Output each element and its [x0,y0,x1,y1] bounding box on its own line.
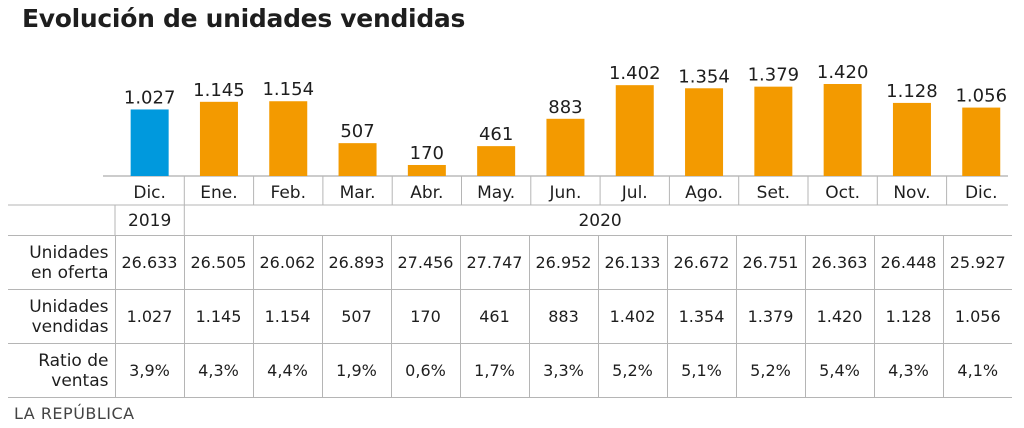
table-cell: 25.927 [942,235,1012,290]
table-cell: 5,2% [735,343,806,398]
bar-value-label: 1.056 [955,86,1007,107]
bar [962,107,1001,176]
bar [546,118,585,176]
table-cell: 1,7% [459,343,530,398]
table-cell: 1,9% [321,343,392,398]
table-cell: 5,1% [666,343,737,398]
bar-value-label: 883 [548,97,582,118]
table-cell: 26.505 [183,235,254,290]
table-cell: 1.145 [183,289,254,344]
table-cell: 461 [459,289,530,344]
table-cell: 1.420 [804,289,875,344]
table-cell: 1.379 [735,289,806,344]
bar-value-label: 507 [340,121,374,142]
bar-value-label: 1.027 [124,87,176,108]
table-cell: 26.448 [873,235,944,290]
table-cell: 26.751 [735,235,806,290]
month-tick-label: Dic. [133,183,166,203]
row-unidades-vendidas: Unidades vendidas 1.027 1.145 1.154 507 170 461… [8,289,1012,344]
bar [615,85,654,176]
month-tick-label: Abr. [410,183,443,203]
table-cell: 3,3% [528,343,599,398]
table-cell: 883 [528,289,599,344]
table-cell: 1.154 [252,289,323,344]
bar-value-label: 1.379 [748,65,800,86]
bar-value-label: 1.154 [262,79,314,100]
bar [130,109,169,176]
row-header-line: Unidades [29,296,109,317]
table-cell: 26.633 [114,235,185,290]
table-cell: 1.354 [666,289,737,344]
year-label: 2020 [578,211,621,231]
bar-value-label: 1.128 [886,81,938,102]
table-cell: 170 [390,289,461,344]
table-cell: 27.747 [459,235,530,290]
row-header-line: Ratio de [38,350,109,371]
row-header: Unidades vendidas [8,289,116,344]
data-table: Unidades en oferta 26.633 26.505 26.062 26.89… [8,235,1012,398]
bar-value-label: 461 [479,124,513,145]
row-unidades-en-oferta: Unidades en oferta 26.633 26.505 26.062 26.89… [8,235,1012,290]
table-cell: 4,1% [942,343,1012,398]
table-cell: 4,4% [252,343,323,398]
bar-value-label: 1.420 [817,62,869,83]
table-cell: 1.056 [942,289,1012,344]
row-header-line: vendidas [31,316,109,337]
bar-chart: 1.027 Dic. 1.145 Ene. 1.154 Feb. 507 Mar. 170 Abr… [8,62,1008,236]
bar [338,143,377,176]
table-cell: 26.062 [252,235,323,290]
row-ratio-de-ventas: Ratio de ventas 3,9% 4,3% 4,4% 1,9% 0,6% 1,7% 3,… [8,343,1012,398]
chart-title: Evolución de unidades vendidas [22,4,466,33]
month-tick-label: Dic. [965,183,998,203]
row-header: Unidades en oferta [8,235,116,290]
row-header-line: en oferta [30,262,109,283]
table-cell: 3,9% [114,343,185,398]
table-cell: 0,6% [390,343,461,398]
month-tick-label: Jun. [548,183,581,203]
table-cell: 26.672 [666,235,737,290]
bar-value-label: 1.402 [609,63,661,84]
bar-value-label: 1.145 [193,80,245,101]
bar [685,88,724,176]
bar [269,101,308,176]
bar-value-label: 170 [410,143,444,164]
row-header-line: ventas [51,370,109,391]
table-cell: 5,2% [597,343,668,398]
bar [892,102,931,176]
table-cell: 4,3% [183,343,254,398]
month-tick-label: Set. [757,183,790,203]
table-cell: 27.456 [390,235,461,290]
bar [823,84,862,176]
month-tick-label: Feb. [270,183,306,203]
table-cell: 1.402 [597,289,668,344]
table-cell: 5,4% [804,343,875,398]
table-cell: 26.893 [321,235,392,290]
month-tick-label: Ago. [685,183,723,203]
month-tick-label: Ene. [200,183,237,203]
table-cell: 4,3% [873,343,944,398]
row-header-line: Unidades [29,242,109,263]
source-credit: LA REPÚBLICA [14,404,135,423]
table-cell: 507 [321,289,392,344]
bar [754,86,793,176]
month-tick-label: Oct. [825,183,860,203]
bar [407,164,446,176]
month-tick-label: May. [477,183,515,203]
bar-value-label: 1.354 [678,66,730,87]
bar [477,146,516,176]
table-cell: 1.128 [873,289,944,344]
row-header: Ratio de ventas [8,343,116,398]
month-tick-label: Jul. [621,183,648,203]
table-cell: 26.363 [804,235,875,290]
bar [199,101,238,176]
table-cell: 26.952 [528,235,599,290]
month-tick-label: Nov. [893,183,930,203]
table-cell: 1.027 [114,289,185,344]
table-cell: 26.133 [597,235,668,290]
month-tick-label: Mar. [340,183,376,203]
year-label: 2019 [128,211,171,231]
